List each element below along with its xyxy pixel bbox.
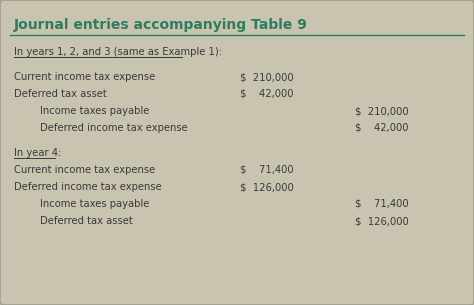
Text: Income taxes payable: Income taxes payable [40,199,149,209]
Text: Income taxes payable: Income taxes payable [40,106,149,116]
Text: In year 4:: In year 4: [14,148,61,158]
Text: $  126,000: $ 126,000 [240,182,294,192]
Text: In years 1, 2, and 3 (same as Example 1):: In years 1, 2, and 3 (same as Example 1)… [14,47,222,57]
Text: Current income tax expense: Current income tax expense [14,72,155,82]
Text: $  210,000: $ 210,000 [355,106,409,116]
Text: Current income tax expense: Current income tax expense [14,165,155,175]
Text: $    42,000: $ 42,000 [240,89,293,99]
Text: $  210,000: $ 210,000 [240,72,293,82]
Text: $    71,400: $ 71,400 [355,199,409,209]
Text: Journal entries accompanying Table 9: Journal entries accompanying Table 9 [14,18,308,32]
Text: Deferred tax asset: Deferred tax asset [14,89,107,99]
Text: Deferred tax asset: Deferred tax asset [40,216,133,226]
Text: $    42,000: $ 42,000 [355,123,409,133]
Text: Deferred income tax expense: Deferred income tax expense [14,182,162,192]
Text: $    71,400: $ 71,400 [240,165,293,175]
Text: Deferred income tax expense: Deferred income tax expense [40,123,188,133]
Text: $  126,000: $ 126,000 [355,216,409,226]
